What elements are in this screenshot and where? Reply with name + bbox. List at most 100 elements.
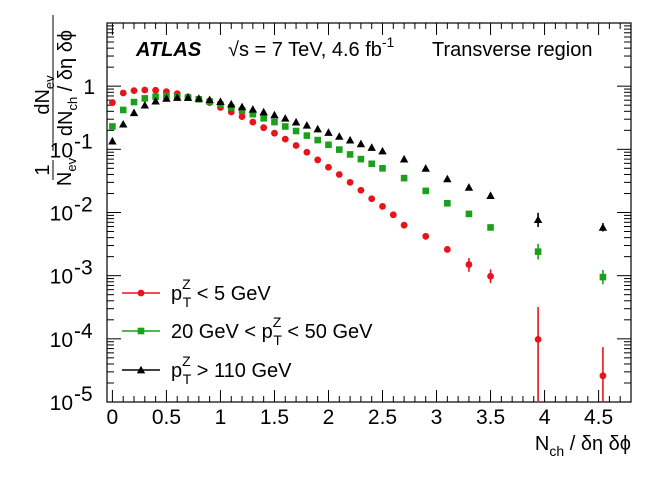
y-tick-label-exponent: -1 [74,130,93,153]
data-point [162,94,171,102]
data-point [152,86,160,94]
x-tick-labels: 0 0.5 1 1.5 2 2.5 3 3.5 4 4.5 [107,406,614,429]
data-point [281,114,290,122]
data-point [325,163,332,171]
legend-label-p: p [171,360,182,382]
y-axis-title-nev-main: N [54,172,76,186]
y-tick-label-base: 10 [50,266,73,289]
data-point [249,118,257,126]
data-point [357,155,365,163]
data-point [443,174,452,183]
data-point [303,148,311,156]
data-point [152,93,159,101]
data-point [141,95,149,102]
data-point [270,110,279,119]
annotation-energy: √s = 7 TeV, 4.6 fb-1 [228,34,395,61]
data-point [303,132,311,139]
y-tick-label-exponent: -2 [74,194,93,217]
data-point [248,105,258,113]
y-tick-label: 10 [50,266,73,289]
data-point [130,98,138,106]
y-tick-label-exponent: -3 [74,257,93,280]
data-point [422,187,430,195]
data-point [487,272,494,280]
data-point [399,154,409,163]
x-axis-title: Nch / δη δϕ [535,433,631,459]
data-point [260,114,267,122]
data-point [368,160,376,168]
x-tick-label: 3 [431,406,443,429]
annotation-energy-text: √s = 7 TeV, 4.6 fb [228,39,382,61]
data-point [465,210,473,218]
y-tick-label-base: 10 [50,139,73,162]
data-point [238,113,246,120]
x-tick-label: 4.5 [584,406,613,429]
data-point [598,223,608,231]
y-tick-label: 10 [50,203,73,226]
y-axis-title-denominator-sub: ch [65,97,80,111]
annotation-energy-sup: -1 [382,34,395,50]
data-point [422,232,430,240]
data-point [108,136,117,145]
data-point [173,93,182,101]
data-point [183,93,193,101]
legend-label-sub: T [273,332,282,348]
data-point [291,117,301,126]
data-point [281,135,289,143]
data-point [260,124,268,132]
y-tick-label-exponent: -4 [74,320,93,343]
x-tick-label: 0.5 [152,406,181,429]
data-point [292,127,300,135]
data-point [119,89,127,97]
data-point [227,99,236,108]
y-axis-title-denominator: dNch / δη δϕ [55,30,80,136]
x-axis-title-sub: ch [549,443,564,459]
data-point [216,97,225,105]
data-point [119,106,127,114]
y-axis-title-denominator-rest: / δη δϕ [55,30,77,97]
legend-label: pZ T > 110 GeV [171,353,292,387]
data-point [421,164,430,172]
data-point [389,211,397,219]
y-tick-label: 10 [50,392,73,415]
y-tick-label: 1 [83,76,95,99]
data-point [400,174,408,182]
legend-label-sub: T [183,371,192,387]
y-axis-title-one: 1 [32,164,54,175]
legend-marker [137,289,145,297]
data-point [281,123,289,130]
data-point [534,248,542,255]
legend-label-rest: > 110 GeV [191,360,292,382]
data-point [345,135,355,144]
data-point [324,128,333,136]
x-tick-label: 2.5 [368,406,397,429]
data-point [109,123,116,130]
data-point [119,119,128,128]
data-point [368,195,376,203]
data-point [314,136,321,144]
data-point [227,104,235,111]
data-point [314,156,322,164]
data-point [487,224,494,231]
y-tick-label: 10 [50,329,73,352]
y-axis-title: 1 Nev dNev dNch / δη δϕ [32,15,80,186]
data-point [237,102,247,111]
data-point [443,246,451,253]
annotation-experiment: ATLAS [135,39,202,61]
y-tick-label-base: 10 [50,392,73,415]
data-point [378,146,387,155]
legend-label: 20 GeV < pZ T < 50 GeV [171,314,373,348]
legend-label-p: p [171,283,182,305]
data-point [141,86,149,94]
data-point [356,139,366,148]
axis-ticks [107,22,631,403]
y-axis-title-denominator-main: dN [55,110,77,136]
data-point [249,110,257,118]
data-point [486,191,495,199]
plot-area [106,22,632,403]
x-tick-label: 1 [215,406,227,429]
data-point [109,99,116,106]
x-tick-label: 4 [539,406,551,429]
data-point [346,178,354,186]
